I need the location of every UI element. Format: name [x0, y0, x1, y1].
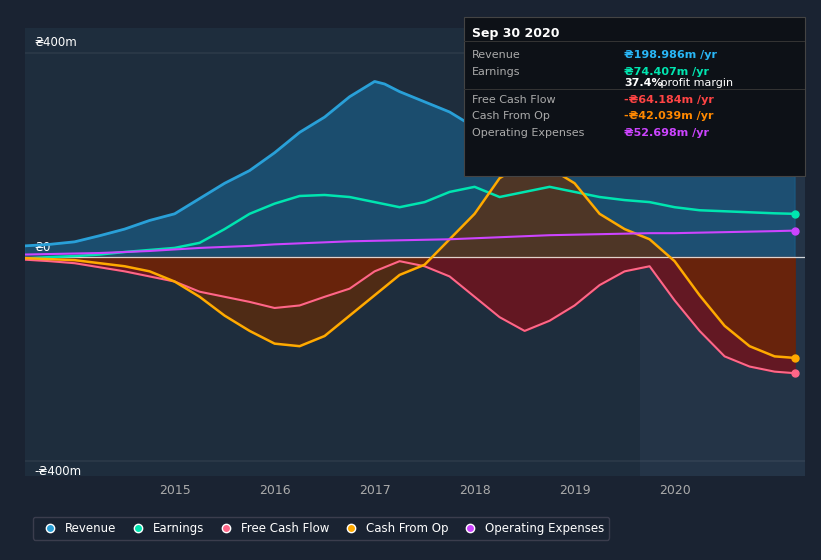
Bar — [640, 28, 805, 476]
Text: -₴42.039m /yr: -₴42.039m /yr — [624, 111, 713, 122]
Text: 37.4%: 37.4% — [624, 78, 663, 88]
Text: ₴0: ₴0 — [34, 241, 51, 254]
Text: Cash From Op: Cash From Op — [472, 111, 550, 122]
Text: ₴52.698m /yr: ₴52.698m /yr — [624, 128, 709, 138]
Text: Revenue: Revenue — [472, 50, 521, 60]
Text: -₴400m: -₴400m — [34, 465, 82, 478]
Text: ₴198.986m /yr: ₴198.986m /yr — [624, 50, 717, 60]
Text: profit margin: profit margin — [657, 78, 733, 88]
Text: ₴400m: ₴400m — [34, 36, 77, 49]
Text: Earnings: Earnings — [472, 67, 521, 77]
Text: -₴64.184m /yr: -₴64.184m /yr — [624, 95, 713, 105]
Text: ₴74.407m /yr: ₴74.407m /yr — [624, 67, 709, 77]
Legend: Revenue, Earnings, Free Cash Flow, Cash From Op, Operating Expenses: Revenue, Earnings, Free Cash Flow, Cash … — [33, 517, 609, 539]
Text: Free Cash Flow: Free Cash Flow — [472, 95, 556, 105]
Text: Sep 30 2020: Sep 30 2020 — [472, 27, 560, 40]
Text: Operating Expenses: Operating Expenses — [472, 128, 585, 138]
